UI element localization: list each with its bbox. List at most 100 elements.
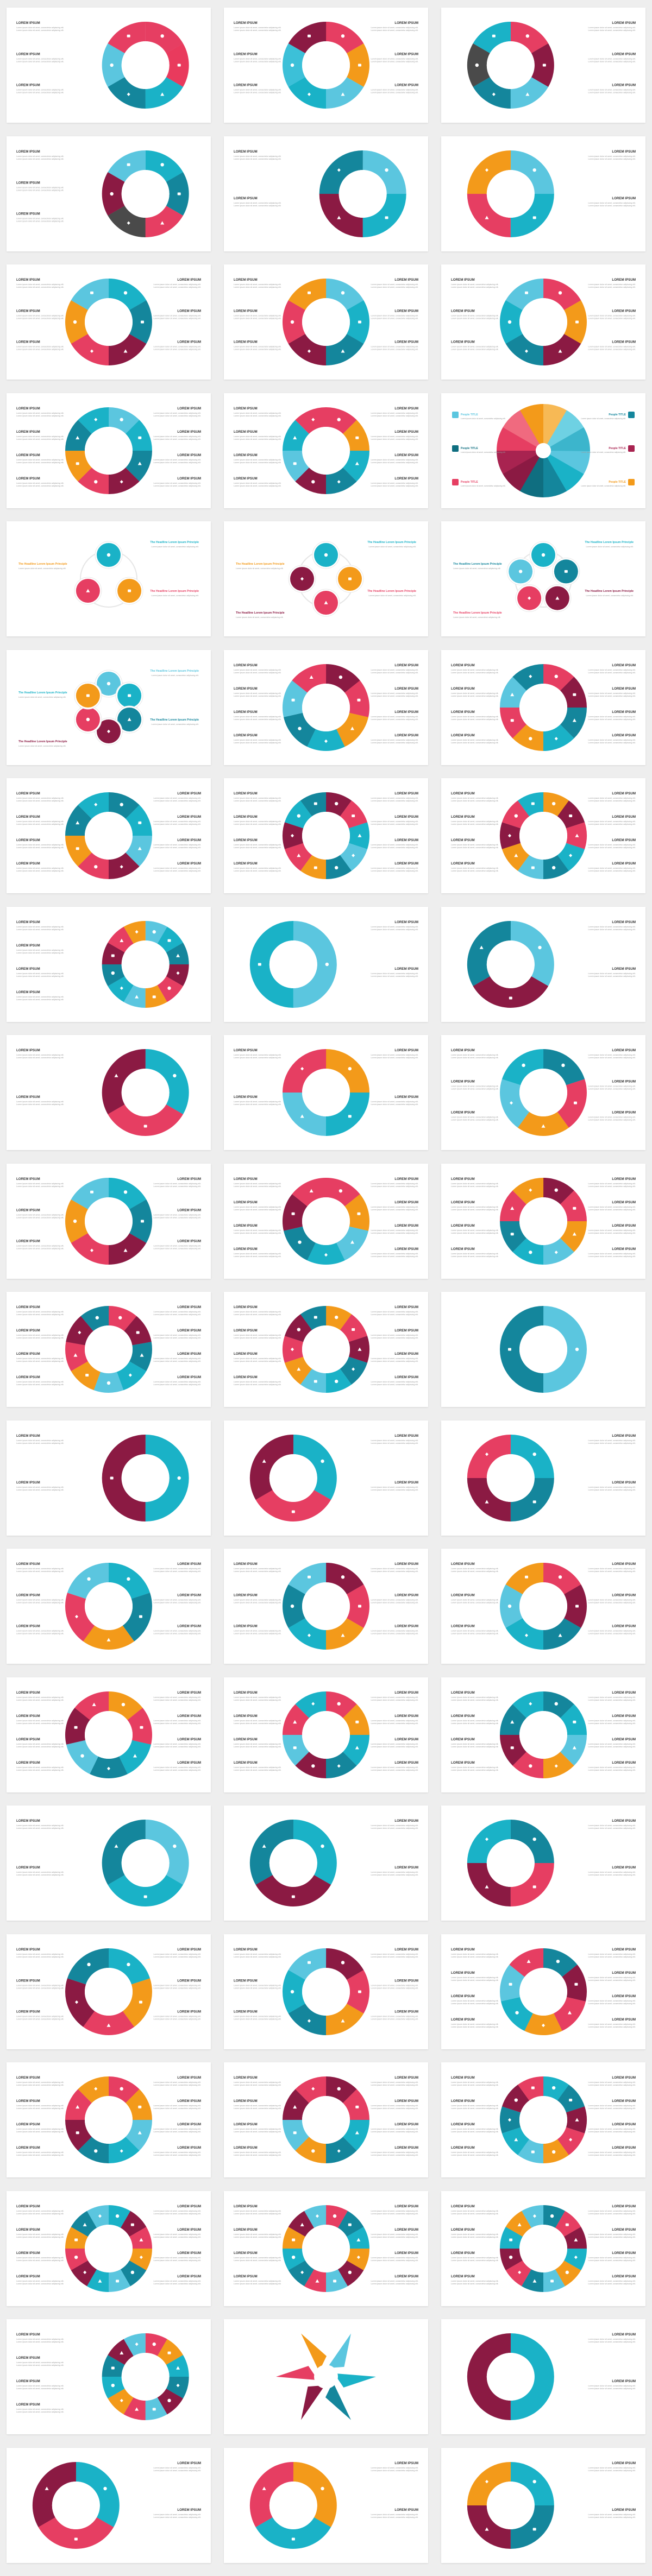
block-body: Lorem ipsum dolor sit amet, consectetur … <box>154 823 202 825</box>
slide-thumbnail[interactable]: LOREM IPSUM Lorem ipsum dolor sit amet, c… <box>441 1420 645 1536</box>
block-body: Lorem ipsum dolor sit amet, consectetur … <box>16 459 64 461</box>
slide-thumbnail[interactable]: LOREM IPSUM Lorem ipsum dolor sit amet, c… <box>441 136 645 251</box>
slide-thumbnail[interactable]: LOREM IPSUM Lorem ipsum dolor sit amet, c… <box>224 649 428 765</box>
block-heading: LOREM IPSUM <box>612 1761 636 1765</box>
slide-thumbnail[interactable]: LOREM IPSUM Lorem ipsum dolor sit amet, c… <box>441 2447 645 2563</box>
slide-thumbnail[interactable]: LOREM IPSUM Lorem ipsum dolor sit amet, c… <box>441 2062 645 2177</box>
slide-thumbnail[interactable]: LOREM IPSUM Lorem ipsum dolor sit amet, c… <box>224 1420 428 1536</box>
slide-thumbnail[interactable]: LOREM IPSUM Lorem ipsum dolor sit amet, c… <box>7 2319 211 2434</box>
block-heading: LOREM IPSUM <box>394 1562 418 1566</box>
block-heading: LOREM IPSUM <box>394 1481 418 1485</box>
block-body: Lorem ipsum dolor sit amet, consectetur … <box>371 1442 419 1444</box>
slide-thumbnail[interactable]: LOREM IPSUM Lorem ipsum dolor sit amet, c… <box>441 1549 645 1664</box>
slide-thumbnail[interactable]: LOREM IPSUM Lorem ipsum dolor sit amet, c… <box>441 2190 645 2306</box>
slide-thumbnail[interactable]: LOREM IPSUM Lorem ipsum dolor sit amet, c… <box>7 136 211 251</box>
slide-thumbnail[interactable]: LOREM IPSUM Lorem ipsum dolor sit amet, c… <box>7 1035 211 1150</box>
ring-center <box>121 1839 170 1887</box>
slide-thumbnail[interactable]: LOREM IPSUM Lorem ipsum dolor sit amet, c… <box>441 906 645 1022</box>
segment-icon <box>74 2255 78 2259</box>
slide-thumbnail[interactable]: LOREM IPSUM Lorem ipsum dolor sit amet, c… <box>7 1163 211 1279</box>
slide-thumbnail[interactable]: LOREM IPSUM Lorem ipsum dolor sit amet, c… <box>224 8 428 123</box>
block-body: Lorem ipsum dolor sit amet, consectetur … <box>234 60 281 62</box>
people-title: People TITLE <box>461 413 478 416</box>
slide-thumbnail[interactable]: LOREM IPSUM Lorem ipsum dolor sit amet, c… <box>441 778 645 893</box>
slide-thumbnail[interactable]: LOREM IPSUM Lorem ipsum dolor sit amet, c… <box>441 1934 645 2049</box>
ring-segment <box>517 2076 544 2101</box>
slide-thumbnail[interactable] <box>224 2319 428 2434</box>
slide-thumbnail[interactable]: LOREM IPSUM Lorem ipsum dolor sit amet, c… <box>224 264 428 380</box>
ring-segment <box>126 2089 152 2120</box>
slide-thumbnail[interactable] <box>441 1292 645 1407</box>
person-icon <box>628 478 635 485</box>
slide-thumbnail[interactable]: LOREM IPSUM Lorem ipsum dolor sit amet, c… <box>7 906 211 1022</box>
block-heading: LOREM IPSUM <box>234 1095 258 1099</box>
slide-thumbnail[interactable]: LOREM IPSUM Lorem ipsum dolor sit amet, c… <box>224 1035 428 1150</box>
slide-thumbnail[interactable]: LOREM IPSUM Lorem ipsum dolor sit amet, c… <box>7 1677 211 1792</box>
ring-segment <box>326 1691 357 1718</box>
slide-thumbnail[interactable]: LOREM IPSUM Lorem ipsum dolor sit amet, c… <box>224 2190 428 2306</box>
slide-thumbnail[interactable]: LOREM IPSUM Lorem ipsum dolor sit amet, c… <box>441 1677 645 1792</box>
block-body: Lorem ipsum dolor sit amet, consectetur … <box>588 800 636 802</box>
ring-center <box>269 1839 317 1887</box>
slide-thumbnail[interactable]: LOREM IPSUM Lorem ipsum dolor sit amet, c… <box>441 649 645 765</box>
block-body: Lorem ipsum dolor sit amet, consectetur … <box>234 29 281 31</box>
slide-thumbnail[interactable]: People TITLE Lorem ipsum dolor sit amet, … <box>441 393 645 508</box>
slide-thumbnail[interactable]: LOREM IPSUM Lorem ipsum dolor sit amet, c… <box>224 136 428 251</box>
slide-thumbnail[interactable]: The Headline Lorem Ipsum Principle Lorem … <box>7 521 211 636</box>
segment-icon <box>176 2383 180 2388</box>
slide-thumbnail[interactable]: LOREM IPSUM Lorem ipsum dolor sit amet, c… <box>7 778 211 893</box>
segment-icon <box>290 63 294 67</box>
slide-thumbnail[interactable]: LOREM IPSUM Lorem ipsum dolor sit amet, c… <box>441 1163 645 1279</box>
slide-thumbnail[interactable]: LOREM IPSUM Lorem ipsum dolor sit amet, c… <box>224 1934 428 2049</box>
slide-thumbnail[interactable]: LOREM IPSUM Lorem ipsum dolor sit amet, c… <box>224 778 428 893</box>
slide-thumbnail[interactable]: LOREM IPSUM Lorem ipsum dolor sit amet, c… <box>7 1292 211 1407</box>
segment-icon <box>341 291 345 295</box>
segment-icon <box>348 1066 352 1071</box>
slide-thumbnail[interactable]: LOREM IPSUM Lorem ipsum dolor sit amet, c… <box>7 1549 211 1664</box>
slide-thumbnail[interactable]: LOREM IPSUM Lorem ipsum dolor sit amet, c… <box>441 264 645 380</box>
slide-thumbnail[interactable]: LOREM IPSUM Lorem ipsum dolor sit amet, c… <box>7 2190 211 2306</box>
slide-thumbnail[interactable]: LOREM IPSUM Lorem ipsum dolor sit amet, c… <box>7 1934 211 2049</box>
slide-thumbnail[interactable]: LOREM IPSUM Lorem ipsum dolor sit amet, c… <box>441 8 645 123</box>
slide-thumbnail[interactable]: LOREM IPSUM Lorem ipsum dolor sit amet, c… <box>224 2062 428 2177</box>
slide-thumbnail[interactable]: LOREM IPSUM Lorem ipsum dolor sit amet, c… <box>7 2062 211 2177</box>
slide-thumbnail[interactable]: LOREM IPSUM Lorem ipsum dolor sit amet, c… <box>7 264 211 380</box>
slide-thumbnail[interactable]: LOREM IPSUM Lorem ipsum dolor sit amet, c… <box>7 393 211 508</box>
slide-thumbnail[interactable]: The Headline Lorem Ipsum Principle Lorem … <box>7 649 211 765</box>
slide-thumbnail[interactable]: LOREM IPSUM Lorem ipsum dolor sit amet, c… <box>224 1163 428 1279</box>
slide-thumbnail[interactable]: LOREM IPSUM Lorem ipsum dolor sit amet, c… <box>7 1805 211 1921</box>
slide-thumbnail[interactable]: LOREM IPSUM Lorem ipsum dolor sit amet, c… <box>224 1677 428 1792</box>
slide-thumbnail[interactable]: LOREM IPSUM Lorem ipsum dolor sit amet, c… <box>224 1292 428 1407</box>
slide-thumbnail[interactable]: LOREM IPSUM Lorem ipsum dolor sit amet, c… <box>7 2447 211 2563</box>
slide-thumbnail[interactable]: LOREM IPSUM Lorem ipsum dolor sit amet, c… <box>7 1420 211 1536</box>
block-body: Lorem ipsum dolor sit amet, consectetur … <box>588 2213 636 2215</box>
slide-thumbnail[interactable]: LOREM IPSUM Lorem ipsum dolor sit amet, c… <box>224 393 428 508</box>
block-heading: LOREM IPSUM <box>177 1375 201 1379</box>
segment-icon <box>95 1316 99 1319</box>
slide-thumbnail[interactable]: LOREM IPSUM Lorem ipsum dolor sit amet, c… <box>224 906 428 1022</box>
ring-center <box>486 2353 535 2401</box>
slide-thumbnail[interactable]: LOREM IPSUM Lorem ipsum dolor sit amet, c… <box>441 2319 645 2434</box>
slide-thumbnail[interactable]: LOREM IPSUM Lorem ipsum dolor sit amet, c… <box>224 2447 428 2563</box>
slide-thumbnail[interactable]: LOREM IPSUM Lorem ipsum dolor sit amet, c… <box>224 1805 428 1921</box>
block-body: Lorem ipsum dolor sit amet, consectetur … <box>234 2233 281 2236</box>
block-body: Lorem ipsum dolor sit amet, consectetur … <box>371 926 419 928</box>
slide-thumbnail[interactable]: The Headline Lorem Ipsum Principle Lorem … <box>224 521 428 636</box>
slide-thumbnail[interactable]: LOREM IPSUM Lorem ipsum dolor sit amet, c… <box>224 1549 428 1664</box>
block-body: Lorem ipsum dolor sit amet, consectetur … <box>16 1360 64 1362</box>
slide-thumbnail[interactable]: The Headline Lorem Ipsum Principle Lorem … <box>441 521 645 636</box>
slide-thumbnail[interactable]: LOREM IPSUM Lorem ipsum dolor sit amet, c… <box>441 1035 645 1150</box>
block-heading: LOREM IPSUM <box>394 2275 418 2278</box>
slide-thumbnail[interactable]: LOREM IPSUM Lorem ipsum dolor sit amet, c… <box>441 1805 645 1921</box>
slide-thumbnail[interactable]: LOREM IPSUM Lorem ipsum dolor sit amet, c… <box>7 8 211 123</box>
block-body: Lorem ipsum dolor sit amet, consectetur … <box>234 870 281 872</box>
